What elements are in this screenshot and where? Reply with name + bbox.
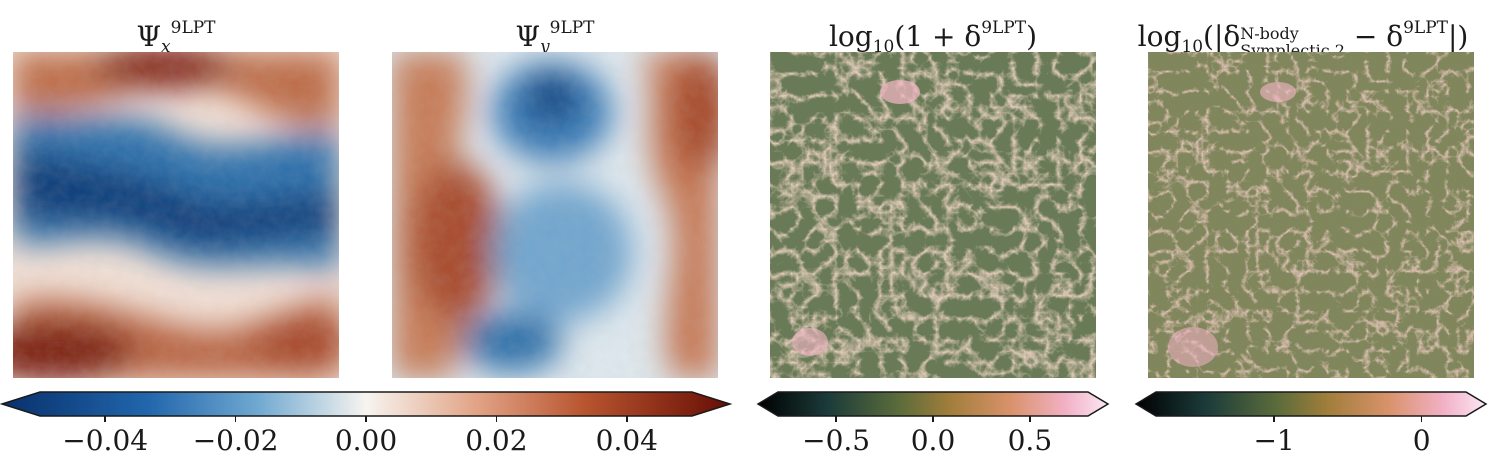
colorbar-tick-label: 0.02 [465,424,528,457]
colorbar-tick-label: 0 [1412,424,1431,457]
colorbar-tick-mark [1029,416,1031,422]
colorbar-tick-mark [1420,416,1423,422]
panel-1-title: Ψx9LPT [136,18,216,57]
colorbar-tick-label: 0.0 [910,424,956,457]
colorbar-psi [0,391,733,417]
colorbar-tick-mark [234,416,237,422]
panel-2-title: Ψy9LPT [515,18,595,57]
colorbar-tick-label: −0.02 [192,424,279,457]
colorbar-tick-mark [495,416,498,422]
colorbar-tick-label: −0.5 [802,424,871,457]
density-heatmap [770,52,1096,378]
colorbar-tick-mark [626,416,628,422]
colorbar-tick-mark [104,416,106,422]
panel-3-title: log10(1 + δ9LPT) [828,18,1038,57]
residual-heatmap [1148,52,1474,378]
colorbar-tick-mark [1273,416,1275,422]
colorbar-tick-label: −0.04 [62,424,149,457]
colorbar-tick-mark [932,416,934,422]
colorbar-tick-label: 0.04 [595,424,658,457]
colorbar-residual [1134,391,1488,417]
psi-y-heatmap [392,52,718,378]
colorbar-tick-label: 0.5 [1007,424,1053,457]
colorbar-density [756,391,1110,417]
colorbar-tick-mark [835,416,837,422]
panel-4-title: log10(|δ N-body Symplectic 2 − δ9LPT|) [1137,18,1469,60]
colorbar-tick-label: −1 [1253,424,1295,457]
colorbar-tick-mark [365,416,367,422]
colorbar-tick-label: 0.00 [334,424,398,457]
psi-x-heatmap [13,52,339,378]
